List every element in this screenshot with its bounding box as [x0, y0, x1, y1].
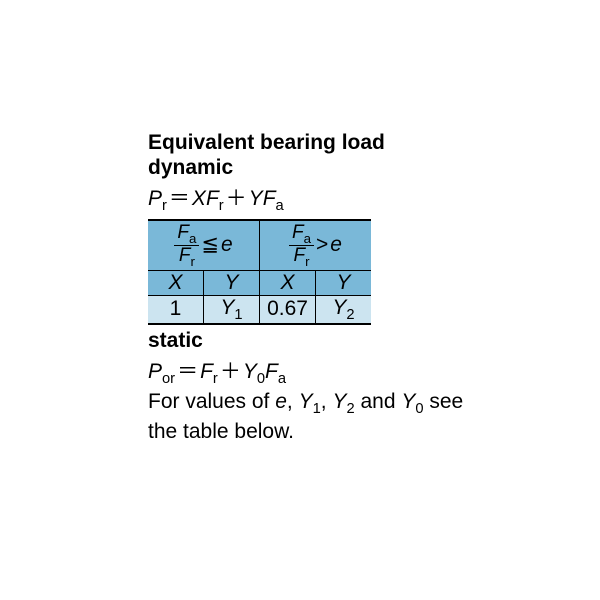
table-label-row: X Y X Y	[148, 270, 371, 295]
fraction-right: Fa Fr	[289, 221, 314, 270]
static-formula: Por＝Fr＋Y0Fa	[148, 355, 478, 387]
plus: ＋	[224, 187, 249, 210]
var-Por: P	[148, 360, 162, 383]
header-left-cell: Fa Fr ≦e	[148, 220, 260, 271]
fn-c2: ,	[321, 390, 333, 413]
coef-Y0: Y	[243, 360, 257, 383]
fn-y1: Y	[299, 390, 313, 413]
label-Y1: Y	[204, 270, 260, 295]
val-y1: Y1	[204, 295, 260, 324]
coef-X: X	[192, 187, 206, 210]
var-P: P	[148, 187, 162, 210]
heading-line-2: dynamic	[148, 155, 478, 180]
rhs-e-right: e	[330, 233, 342, 256]
heading-line-1: Equivalent bearing load	[148, 130, 478, 155]
footnote-pre: For values of	[148, 390, 275, 413]
fn-e: e	[275, 390, 287, 413]
sub-a: a	[276, 199, 284, 215]
dynamic-formula: Pr＝XFr＋YFa	[148, 182, 478, 214]
fn-y0s: 0	[415, 401, 423, 417]
table-header-row: Fa Fr ≦e Fa Fr >e	[148, 220, 371, 271]
rhs-e-left: e	[221, 233, 233, 256]
footnote: For values of e, Y1, Y2 and Y0 see the t…	[148, 389, 478, 445]
val-y2: Y2	[316, 295, 372, 324]
plus-2: ＋	[218, 360, 243, 383]
fn-y2s: 2	[346, 401, 354, 417]
fn-and: and	[355, 390, 402, 413]
fraction-left: Fa Fr	[174, 221, 199, 270]
label-X1: X	[148, 270, 204, 295]
equals-2: ＝	[175, 360, 200, 383]
fn-y0: Y	[401, 390, 415, 413]
label-X2: X	[260, 270, 316, 295]
label-Y2: Y	[316, 270, 372, 295]
header-right-cell: Fa Fr >e	[260, 220, 372, 271]
val-x1: 1	[148, 295, 204, 324]
sub-0: 0	[257, 371, 265, 387]
table-value-row: 1 Y1 0.67 Y2	[148, 295, 371, 324]
fn-c1: ,	[287, 390, 299, 413]
equals: ＝	[167, 187, 192, 210]
sub-r2: r	[219, 199, 224, 215]
fn-y1s: 1	[313, 401, 321, 417]
sub-a2: a	[278, 371, 286, 387]
var-Fa2: F	[265, 360, 278, 383]
var-Fa: F	[263, 187, 276, 210]
op-gt: >	[314, 233, 330, 256]
sub-or: or	[162, 371, 175, 387]
coefficient-table: Fa Fr ≦e Fa Fr >e X Y X Y 1 Y1 0.67 Y2	[148, 219, 371, 325]
var-Fr2: F	[200, 360, 213, 383]
coef-Y: Y	[249, 187, 263, 210]
static-heading: static	[148, 329, 478, 353]
op-le: ≦	[199, 233, 221, 256]
var-Fr: F	[206, 187, 219, 210]
val-x2: 0.67	[260, 295, 316, 324]
fn-y2: Y	[332, 390, 346, 413]
